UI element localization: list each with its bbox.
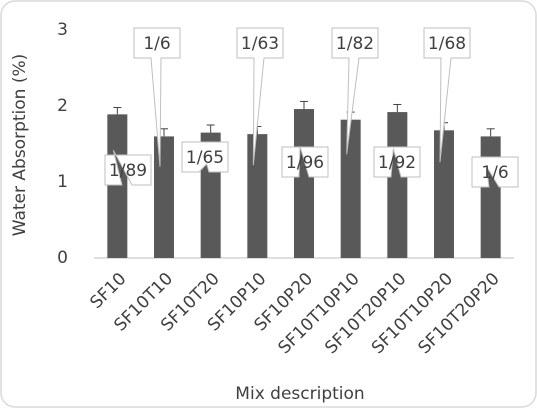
data-label: 1/65 <box>186 148 224 168</box>
y-tick-label: 1 <box>57 172 68 192</box>
callout-box <box>281 146 329 178</box>
data-label: 1/68 <box>428 34 466 54</box>
bar <box>154 136 174 258</box>
data-label: 1/96 <box>286 153 324 173</box>
data-label: 1/6 <box>143 34 170 54</box>
data-label: 1/92 <box>378 153 416 173</box>
y-tick-label: 2 <box>57 96 68 116</box>
callout-box <box>471 156 519 188</box>
bar <box>340 119 361 259</box>
callout-box <box>236 27 284 166</box>
data-label: 1/89 <box>109 161 147 181</box>
callout-box <box>181 141 229 173</box>
callout-box <box>133 27 181 167</box>
bar <box>434 130 454 258</box>
y-tick-label: 0 <box>57 248 68 268</box>
callout-box <box>373 146 421 178</box>
callout-box <box>423 27 471 163</box>
x-axis-title: Mix description <box>235 384 364 404</box>
y-axis-title: Water Absorption (%) <box>10 54 30 237</box>
bar <box>247 134 268 258</box>
bar <box>480 136 501 258</box>
y-tick-label: 3 <box>57 20 68 40</box>
data-label: 1/82 <box>336 34 374 54</box>
bar <box>294 109 314 258</box>
bar <box>387 112 408 258</box>
callout-box <box>104 150 152 186</box>
callout-box <box>331 27 379 155</box>
data-label: 1/63 <box>241 34 279 54</box>
bar <box>107 114 128 258</box>
data-label: 1/6 <box>481 163 508 183</box>
